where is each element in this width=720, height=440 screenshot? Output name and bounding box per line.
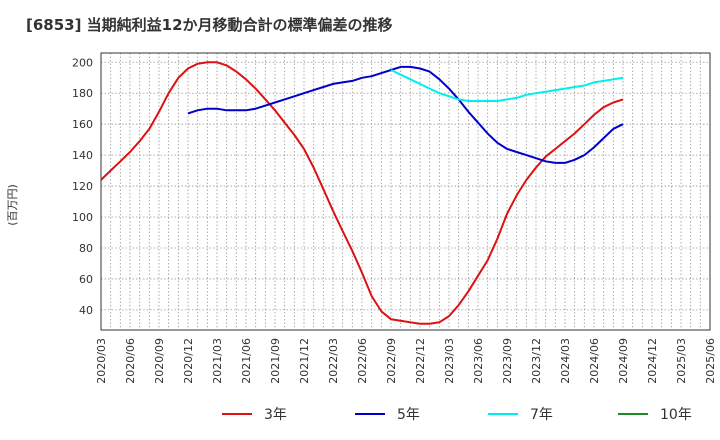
chart-title: [6853] 当期純利益12か月移動合計の標準偏差の推移 — [26, 16, 393, 34]
series-lines — [100, 61, 624, 325]
legend-label-1: 5年 — [397, 407, 420, 423]
x-tick-label: 2022/09 — [385, 338, 398, 384]
x-tick-label: 2025/06 — [704, 338, 717, 384]
y-tick-label: 160 — [72, 118, 93, 131]
x-tick-label: 2023/12 — [530, 338, 543, 384]
x-tick-label: 2021/12 — [298, 338, 311, 384]
x-tick-label: 2022/12 — [414, 338, 427, 384]
legend-label-2: 7年 — [530, 407, 553, 423]
x-tick-label: 2020/12 — [182, 338, 195, 384]
y-tick-label: 200 — [72, 56, 93, 69]
series-line-0 — [100, 61, 624, 325]
x-tick-label: 2024/09 — [617, 338, 630, 384]
y-tick-label: 140 — [72, 149, 93, 162]
x-tick-label: 2024/12 — [646, 338, 659, 384]
legend-label-0: 3年 — [264, 407, 287, 423]
y-tick-label: 100 — [72, 211, 93, 224]
series-line-1 — [187, 65, 624, 164]
y-axis-label: (百万円) — [6, 184, 19, 226]
x-tick-label: 2021/09 — [269, 338, 282, 384]
x-tick-label: 2023/03 — [443, 338, 456, 384]
x-tick-label: 2024/06 — [588, 338, 601, 384]
x-tick-label: 2022/03 — [327, 338, 340, 384]
grid — [100, 53, 711, 330]
legend-label-3: 10年 — [660, 407, 692, 423]
y-tick-label: 120 — [72, 180, 93, 193]
x-tick-label: 2023/09 — [501, 338, 514, 384]
x-tick-labels: 2020/03 2020/06 2020/09 2020/12 2021/03 2021/… — [95, 338, 717, 384]
y-tick-label: 60 — [79, 273, 93, 286]
x-tick-label: 2021/06 — [240, 338, 253, 384]
legend: 3年 5年 7年 10年 — [222, 407, 692, 423]
x-tick-label: 2022/06 — [356, 338, 369, 384]
plot-area — [100, 52, 711, 331]
x-tick-label: 2020/03 — [95, 338, 108, 384]
x-tick-label: 2024/03 — [559, 338, 572, 384]
y-tick-labels: 40 60 80 100 120 140 160 180 200 — [72, 56, 93, 317]
y-tick-label: 80 — [79, 242, 93, 255]
x-tick-label: 2023/06 — [472, 338, 485, 384]
y-tick-label: 40 — [79, 304, 93, 317]
x-tick-label: 2025/03 — [675, 338, 688, 384]
x-tick-label: 2020/09 — [153, 338, 166, 384]
series-line-2 — [390, 69, 624, 102]
y-tick-label: 180 — [72, 87, 93, 100]
x-tick-label: 2020/06 — [124, 338, 137, 384]
x-tick-label: 2021/03 — [211, 338, 224, 384]
